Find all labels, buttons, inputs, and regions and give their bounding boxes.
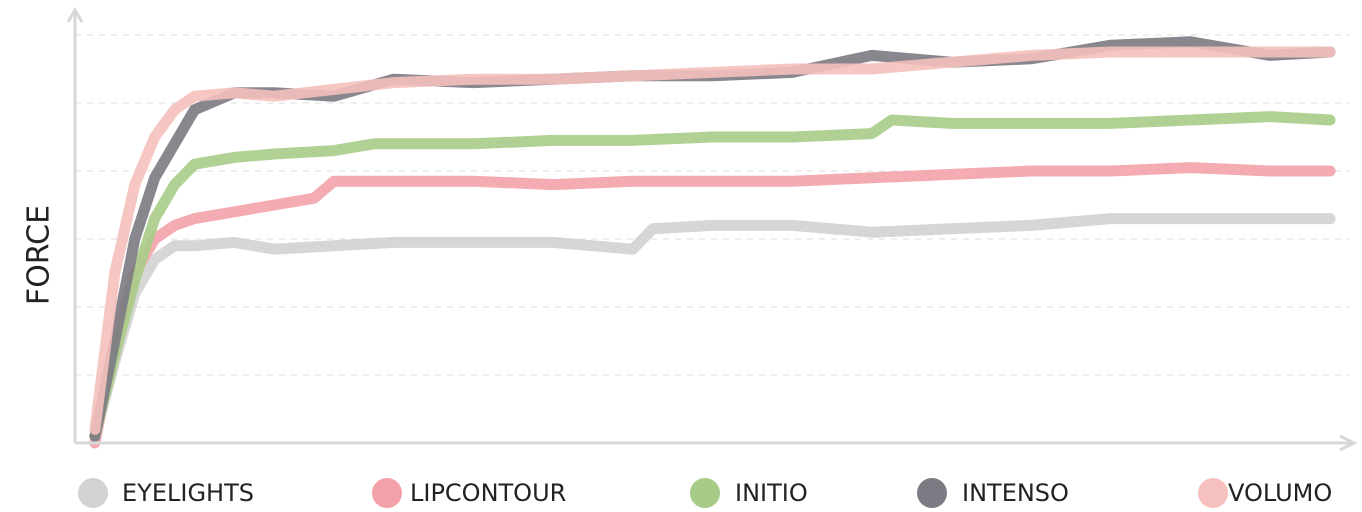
series-line [89, 213, 1336, 442]
legend-swatch [78, 478, 108, 508]
y-axis [66, 7, 84, 443]
legend-swatch [917, 478, 947, 508]
series-line [89, 111, 1336, 442]
legend: EYELIGHTS LIPCONTOUR INITIO INTENSO VOLUMO [78, 478, 1332, 508]
legend-label: INITIO [735, 479, 808, 507]
series-line [89, 162, 1336, 449]
legend-swatch [372, 478, 402, 508]
legend-swatch [1198, 478, 1228, 508]
grid [75, 34, 1350, 376]
legend-label: EYELIGHTS [122, 479, 254, 507]
series-line [89, 46, 1336, 435]
legend-label: INTENSO [962, 479, 1069, 507]
x-axis [75, 434, 1358, 452]
legend-label: VOLUMO [1228, 479, 1332, 507]
y-axis-label: FORCE [22, 205, 57, 305]
legend-label: LIPCONTOUR [410, 479, 566, 507]
legend-swatch [690, 478, 720, 508]
plot-area [89, 36, 1336, 449]
